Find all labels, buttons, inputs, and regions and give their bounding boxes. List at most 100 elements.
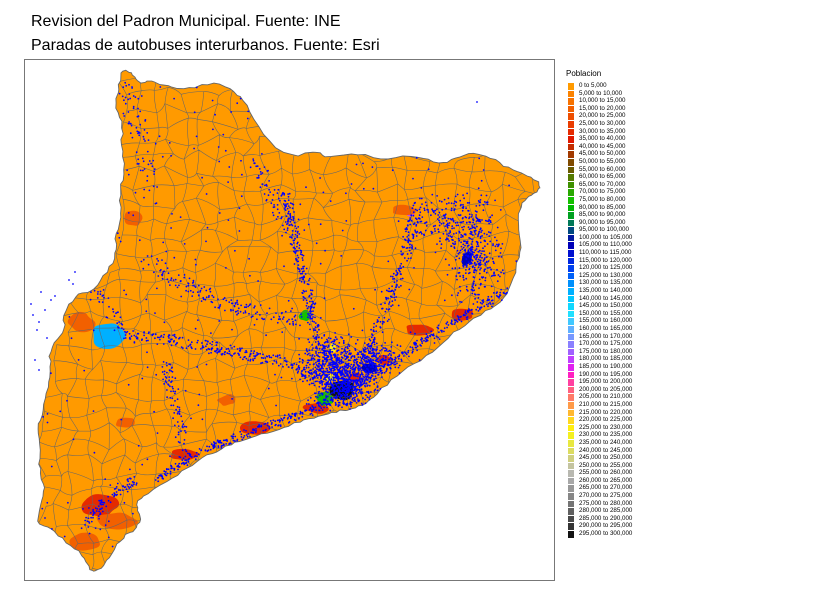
legend-label: 20,000 to 25,000 bbox=[579, 112, 626, 120]
legend-label: 250,000 to 255,000 bbox=[579, 461, 633, 469]
legend-entry: 145,000 to 150,000 bbox=[566, 302, 686, 311]
legend-swatch bbox=[568, 470, 574, 477]
legend-swatch bbox=[568, 234, 574, 242]
legend-entry: 40,000 to 45,000 bbox=[566, 142, 686, 152]
legend-entry: 85,000 to 90,000 bbox=[566, 211, 686, 220]
legend-entry: 135,000 to 140,000 bbox=[566, 287, 686, 296]
legend-entry: 130,000 to 135,000 bbox=[566, 279, 686, 288]
legend-entry: 220,000 to 225,000 bbox=[566, 416, 686, 425]
legend-swatch bbox=[568, 189, 574, 196]
legend-entry: 25,000 to 30,000 bbox=[566, 119, 686, 129]
legend-swatch bbox=[568, 303, 574, 310]
legend-swatch bbox=[568, 181, 574, 189]
legend-label: 5,000 to 10,000 bbox=[579, 89, 623, 97]
legend-label: 185,000 to 190,000 bbox=[579, 362, 633, 370]
legend-swatch bbox=[568, 257, 574, 265]
legend-label: 220,000 to 225,000 bbox=[579, 416, 633, 424]
legend-entry: 45,000 to 50,000 bbox=[566, 150, 686, 159]
catalonia-outline bbox=[37, 69, 541, 572]
legend-swatch bbox=[568, 493, 574, 500]
legend-swatch bbox=[568, 158, 574, 166]
legend-swatch bbox=[568, 356, 574, 363]
legend-entry: 140,000 to 145,000 bbox=[566, 294, 686, 304]
legend-swatch bbox=[568, 166, 574, 174]
legend-label: 285,000 to 290,000 bbox=[579, 514, 633, 522]
legend-entry: 5,000 to 10,000 bbox=[566, 89, 686, 99]
legend-swatch bbox=[568, 295, 574, 303]
legend-entry: 95,000 to 100,000 bbox=[566, 226, 686, 235]
legend-swatch bbox=[568, 196, 574, 204]
legend-swatch bbox=[568, 417, 574, 424]
catalonia-map[interactable] bbox=[25, 60, 554, 580]
legend-label: 105,000 to 110,000 bbox=[579, 241, 632, 249]
legend-swatch bbox=[568, 204, 574, 212]
legend-swatch bbox=[568, 447, 574, 455]
legend-entry: 295,000 to 300,000 bbox=[566, 530, 686, 539]
legend-entry: 285,000 to 290,000 bbox=[566, 514, 686, 524]
map-title: Revision del Padron Municipal. Fuente: I… bbox=[31, 13, 341, 30]
municipality-delta bbox=[96, 512, 138, 530]
municipality-lleida bbox=[93, 323, 126, 349]
legend-entry: 180,000 to 185,000 bbox=[566, 355, 686, 364]
legend-entry: 30,000 to 35,000 bbox=[566, 128, 686, 137]
legend-label: 15,000 to 20,000 bbox=[579, 104, 626, 112]
legend-entry: 110,000 to 115,000 bbox=[566, 249, 686, 258]
legend-label: 50,000 to 55,000 bbox=[579, 157, 626, 165]
municipality-manresa bbox=[298, 309, 310, 321]
legend-label: 245,000 to 250,000 bbox=[579, 454, 633, 462]
legend-entry: 100,000 to 105,000 bbox=[566, 234, 686, 243]
municipality-tarragona bbox=[240, 421, 271, 435]
legend-swatch bbox=[568, 212, 574, 219]
legend-swatch bbox=[568, 83, 574, 90]
legend-entry: 195,000 to 200,000 bbox=[566, 378, 686, 387]
legend-swatch bbox=[568, 326, 574, 333]
legend-label: 75,000 to 80,000 bbox=[579, 195, 626, 203]
legend-entry: 200,000 to 205,000 bbox=[566, 386, 686, 395]
legend-swatch bbox=[568, 128, 574, 136]
legend-swatch bbox=[568, 113, 574, 120]
legend-entry: 210,000 to 215,000 bbox=[566, 401, 686, 410]
legend-label: 25,000 to 30,000 bbox=[579, 119, 626, 127]
legend-entry: 115,000 to 120,000 bbox=[566, 256, 686, 266]
legend-entry: 20,000 to 25,000 bbox=[566, 112, 686, 121]
legend-label: 255,000 to 260,000 bbox=[579, 469, 633, 477]
legend-label: 215,000 to 220,000 bbox=[579, 408, 633, 416]
legend-swatch bbox=[568, 371, 574, 379]
legend-label: 270,000 to 275,000 bbox=[579, 492, 633, 500]
legend-label: 140,000 to 145,000 bbox=[579, 294, 633, 302]
legend-swatch bbox=[568, 439, 574, 447]
legend-label: 40,000 to 45,000 bbox=[579, 142, 626, 150]
legend-label: 150,000 to 155,000 bbox=[579, 309, 633, 317]
legend-swatch bbox=[568, 341, 574, 348]
legend-entry: 275,000 to 280,000 bbox=[566, 499, 686, 509]
legend-label: 80,000 to 85,000 bbox=[579, 203, 626, 211]
legend-label: 0 to 5,000 bbox=[579, 82, 607, 89]
legend-label: 115,000 to 120,000 bbox=[579, 256, 632, 264]
legend-entry: 15,000 to 20,000 bbox=[566, 104, 686, 114]
legend-swatch bbox=[568, 136, 574, 143]
legend-swatch bbox=[568, 432, 574, 439]
legend-label: 275,000 to 280,000 bbox=[579, 499, 633, 507]
municipality-west-2 bbox=[67, 311, 96, 333]
legend-entry: 70,000 to 75,000 bbox=[566, 188, 686, 197]
legend-label: 240,000 to 245,000 bbox=[579, 446, 633, 454]
legend-label: 165,000 to 170,000 bbox=[579, 332, 633, 340]
legend-swatch bbox=[568, 500, 574, 508]
legend-swatch bbox=[568, 531, 574, 538]
legend-entry: 55,000 to 60,000 bbox=[566, 166, 686, 175]
legend-label: 45,000 to 50,000 bbox=[579, 150, 626, 158]
legend-swatch bbox=[568, 288, 574, 295]
legend-entry: 0 to 5,000 bbox=[566, 82, 686, 91]
legend-swatch bbox=[568, 151, 574, 158]
legend-label: 170,000 to 175,000 bbox=[579, 340, 633, 348]
legend-swatch bbox=[568, 105, 574, 113]
municipality-penedes bbox=[217, 394, 236, 406]
legend-entry: 35,000 to 40,000 bbox=[566, 135, 686, 144]
legend-label: 190,000 to 195,000 bbox=[579, 370, 633, 378]
legend-swatch bbox=[568, 98, 574, 105]
legend-entry: 175,000 to 180,000 bbox=[566, 348, 686, 357]
legend-label: 180,000 to 185,000 bbox=[579, 355, 633, 363]
legend-label: 230,000 to 235,000 bbox=[579, 431, 633, 439]
legend-label: 260,000 to 265,000 bbox=[579, 476, 633, 484]
legend-swatch bbox=[568, 250, 574, 257]
